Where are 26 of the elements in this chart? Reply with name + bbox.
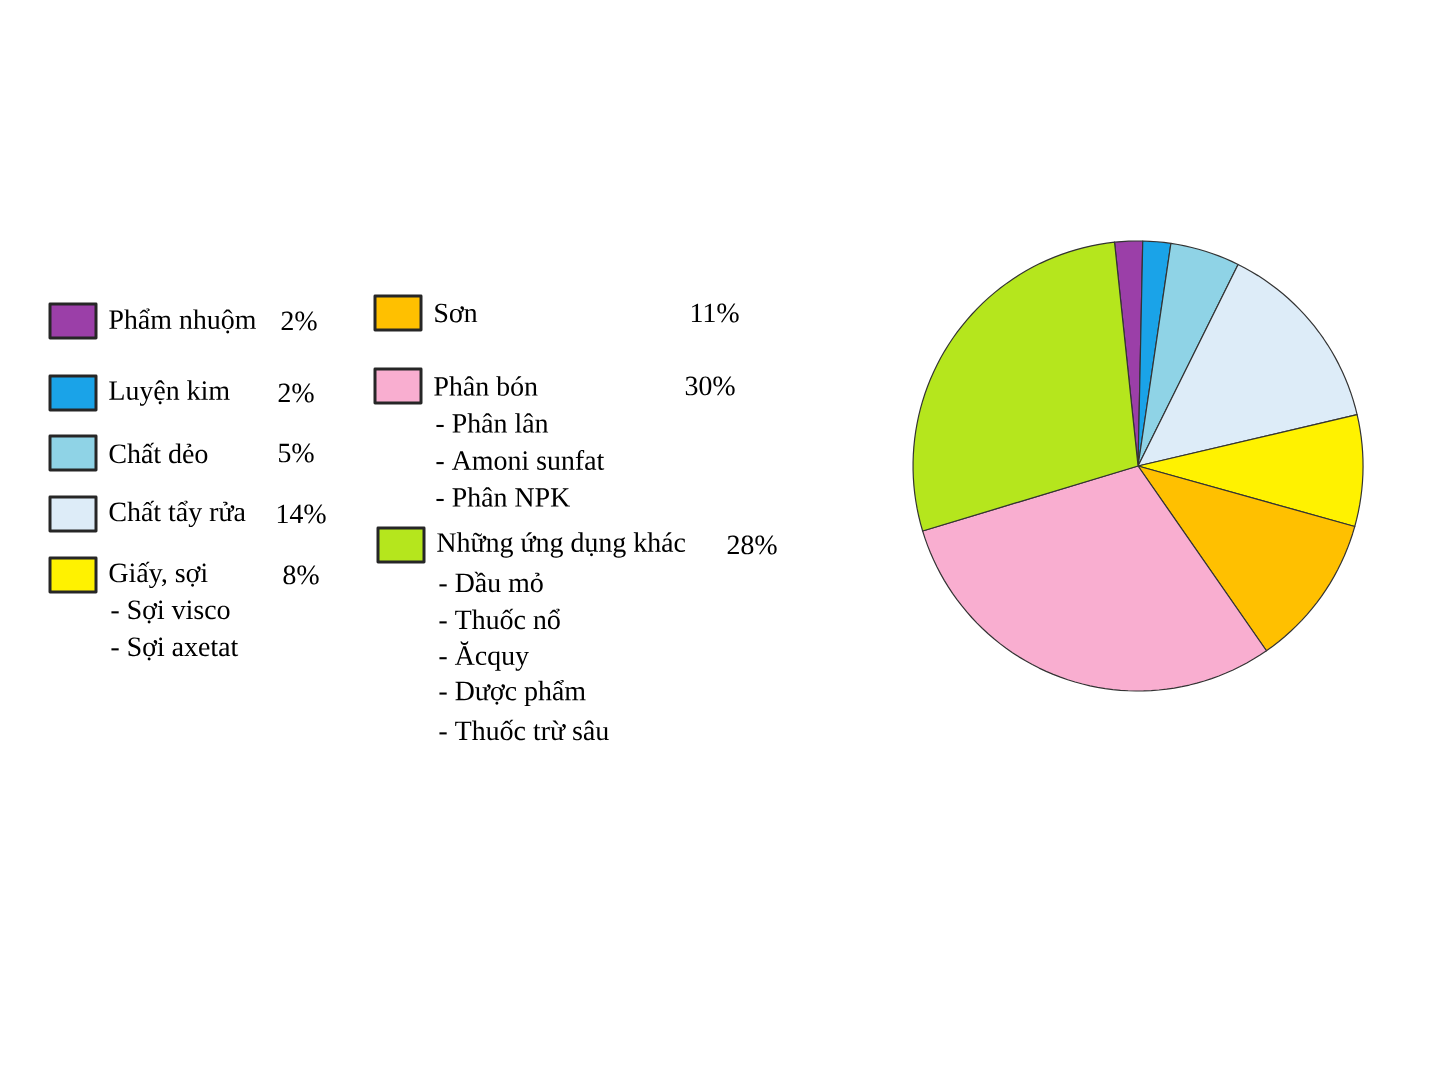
text: - Thuốc trừ sâu bbox=[439, 719, 609, 741]
text: - Dược phẩm bbox=[439, 679, 586, 707]
text: - Sợi axetat bbox=[111, 637, 239, 661]
text: - Sợi visco bbox=[111, 600, 230, 624]
legend-label: Phân bón bbox=[434, 376, 538, 396]
data-label: 11% bbox=[691, 303, 739, 323]
data-label: 2% bbox=[278, 383, 314, 403]
legend-label: Chất tẩy rửa bbox=[109, 500, 246, 528]
data-label: 5% bbox=[279, 443, 314, 463]
data-label: 2% bbox=[281, 311, 317, 331]
text: - Amoni sunfat bbox=[436, 450, 605, 470]
legend-label: Chất dẻo bbox=[109, 442, 208, 464]
legend-label: Luyện kim bbox=[109, 380, 230, 406]
text: - Thuốc nổ bbox=[439, 608, 560, 630]
data-label: 30% bbox=[685, 376, 735, 396]
text: - Phân lân bbox=[436, 413, 549, 433]
legend-label: Giấy, sợi bbox=[109, 561, 208, 589]
data-label: 28% bbox=[727, 535, 777, 555]
data-label: 14% bbox=[277, 504, 326, 524]
legend-label: Những ứng dụng khác bbox=[437, 532, 686, 558]
text: - Dầu mỏ bbox=[439, 571, 543, 593]
legend-label: Phẩm nhuộm bbox=[109, 308, 256, 334]
text: - Phân NPK bbox=[436, 487, 570, 507]
legend-label: Sơn bbox=[435, 303, 478, 323]
data-label: 8% bbox=[283, 565, 319, 585]
text: - Ăcquy bbox=[439, 641, 529, 671]
